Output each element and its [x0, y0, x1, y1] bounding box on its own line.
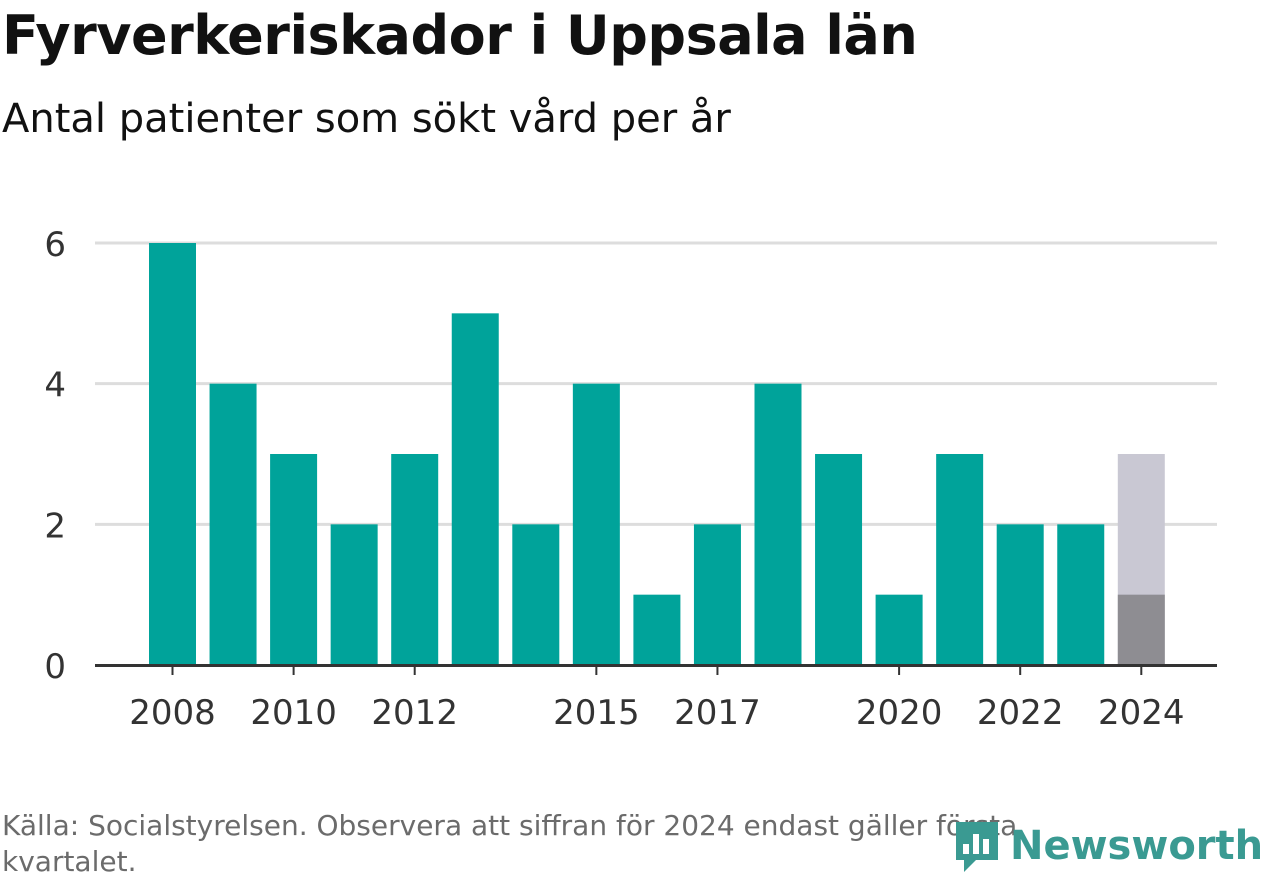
x-tick-label: 2017 — [674, 693, 761, 733]
bar — [936, 454, 984, 665]
chart-subtitle: Antal patienter som sökt vård per år — [2, 96, 731, 142]
bar — [815, 454, 863, 665]
x-tick-label: 2024 — [1098, 693, 1185, 733]
bar — [875, 594, 923, 665]
bar — [330, 524, 378, 665]
bar — [633, 594, 681, 665]
bar — [209, 383, 257, 665]
bar — [572, 383, 620, 665]
y-tick-label: 6 — [44, 225, 66, 265]
x-tick-label: 2012 — [371, 693, 458, 733]
x-tick-label: 2008 — [129, 693, 216, 733]
bar — [270, 454, 318, 665]
bar — [693, 524, 741, 665]
bar — [149, 243, 196, 665]
logo-text: Newsworthy — [1010, 823, 1262, 869]
bar — [754, 383, 802, 665]
bar — [996, 524, 1044, 665]
bar-chart: 0 2 4 6 2008 2010 2012 2015 2017 2020 2022 2024 — [44, 225, 1217, 733]
bar — [512, 524, 560, 665]
x-tick-label: 2022 — [977, 693, 1064, 733]
y-tick-label: 0 — [44, 647, 66, 687]
bar-partial — [1117, 594, 1165, 665]
x-tick-label: 2015 — [553, 693, 640, 733]
y-tick-label: 2 — [44, 506, 66, 546]
x-tick-label: 2010 — [250, 693, 337, 733]
chart-title: Fyrverkeriskador i Uppsala län — [2, 4, 918, 67]
bar — [451, 313, 499, 665]
x-tick-label: 2020 — [856, 693, 943, 733]
bar — [1057, 524, 1105, 665]
source-note: Källa: Socialstyrelsen. Observera att si… — [2, 809, 1018, 878]
y-tick-label: 4 — [44, 366, 66, 406]
bar — [391, 454, 439, 665]
newsworthy-chart-bubble-icon — [956, 822, 998, 872]
newsworthy-logo: Newsworthy — [952, 818, 1262, 874]
